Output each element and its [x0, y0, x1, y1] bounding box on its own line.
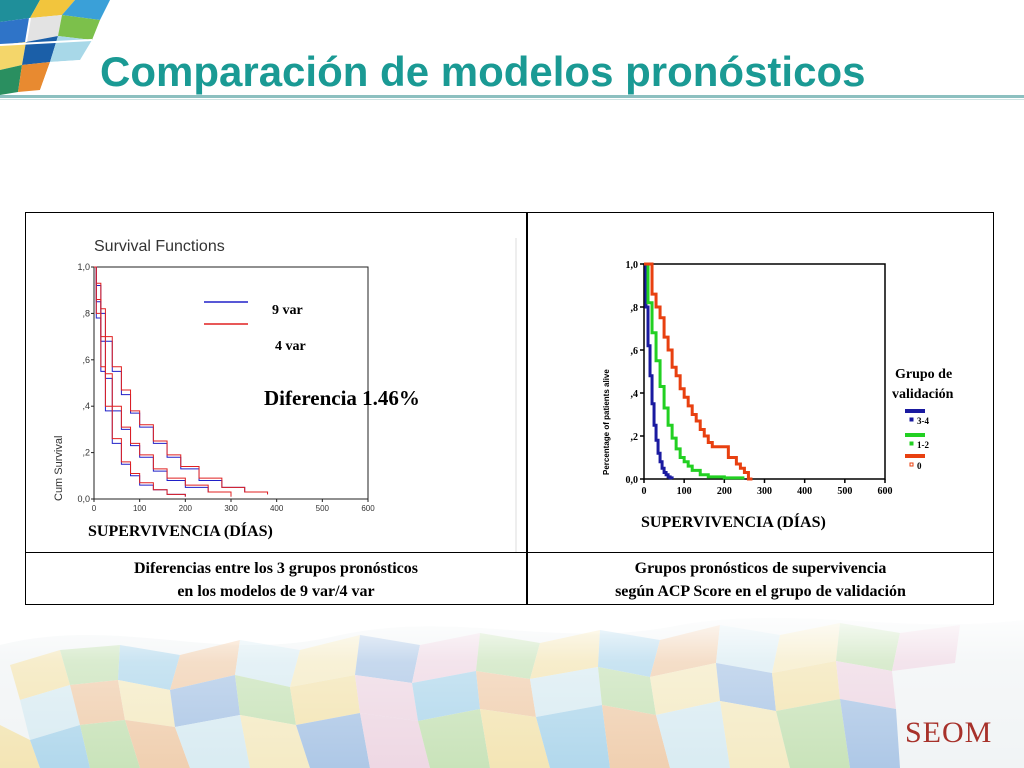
right-caption-line2: según ACP Score en el grupo de validació… — [615, 583, 906, 600]
legend-title-line1: Grupo de — [895, 367, 952, 382]
right-x-tick-label: 400 — [797, 486, 812, 497]
right-x-axis-label: SUPERVIVENCIA (DÍAS) — [641, 512, 826, 531]
legend-label-0: 0 — [917, 461, 922, 471]
left-x-tick-label: 300 — [224, 504, 238, 513]
left-chart-title: Survival Functions — [94, 238, 225, 255]
legend-label-3-4: 3-4 — [917, 416, 929, 426]
left-y-axis-label: Cum Survival — [53, 436, 65, 501]
right-caption: Grupos pronósticos de supervivencia segú… — [528, 557, 993, 603]
left-x-axis-label: SUPERVIVENCIA (DÍAS) — [88, 521, 273, 540]
left-x-tick-label: 200 — [179, 504, 193, 513]
left-x-tick-label: 100 — [133, 504, 147, 513]
left-series-line-4-var-C — [94, 266, 186, 497]
left-series-line-4-var-A — [94, 266, 269, 495]
right-chart-background — [528, 213, 993, 552]
right-y-tick-label: ,4 — [631, 389, 639, 400]
right-x-tick-label: 600 — [878, 486, 893, 497]
left-y-tick-label: ,8 — [82, 308, 90, 318]
mosaic-footer-decoration — [0, 605, 1024, 768]
left-y-tick-label: 0,0 — [77, 494, 90, 504]
legend-label-1-2: 1-2 — [917, 440, 929, 450]
right-series-line-1-2 — [644, 262, 745, 480]
legend-marker-0 — [909, 462, 914, 467]
legend-marker-3-4 — [909, 417, 914, 422]
table-column-divider — [526, 212, 528, 605]
trencadis-logo — [0, 0, 110, 95]
left-x-tick-label: 600 — [361, 504, 375, 513]
legend-label-4var: 4 var — [275, 339, 306, 354]
right-y-tick-label: ,2 — [631, 432, 639, 443]
right-y-tick-label: 0,0 — [626, 475, 639, 486]
right-x-tick-label: 300 — [757, 486, 772, 497]
right-y-tick-label: ,8 — [631, 303, 639, 314]
right-series-line-3-4 — [644, 262, 674, 480]
left-x-tick-label: 500 — [316, 504, 330, 513]
left-caption-line1: Diferencias entre los 3 grupos pronóstic… — [134, 560, 418, 577]
legend-marker-1-2 — [909, 441, 914, 446]
left-x-tick-label: 400 — [270, 504, 284, 513]
right-y-tick-label: 1,0 — [626, 260, 639, 271]
left-chart-background — [26, 213, 524, 552]
right-y-axis-label: Percentage of patients alive — [602, 369, 611, 475]
left-caption: Diferencias entre los 3 grupos pronóstic… — [26, 557, 526, 603]
title-rule — [0, 95, 1024, 98]
right-x-tick-label: 0 — [642, 486, 647, 497]
table-row-divider — [25, 552, 994, 553]
legend-title-line2: validación — [892, 387, 954, 402]
left-x-tick-label: 0 — [92, 504, 97, 513]
right-y-tick-label: ,6 — [631, 346, 639, 357]
right-caption-line1: Grupos pronósticos de supervivencia — [634, 560, 887, 577]
right-x-tick-label: 200 — [717, 486, 732, 497]
right-survival-chart: 0,0 ,2 ,4 ,6 ,8 1,0 0 100 200 300 400 500 600 Percen… — [528, 213, 993, 552]
left-survival-chart: Survival Functions 0,0 ,2 ,4 ,6 ,8 1,0 0 100 200… — [26, 213, 524, 552]
comparison-table — [25, 212, 994, 605]
page-title: Comparación de modelos pronósticos — [100, 48, 866, 95]
difference-annotation: Diferencia 1.46% — [264, 386, 420, 410]
right-x-tick-label: 500 — [837, 486, 852, 497]
seom-logo-text: SEOM — [905, 716, 993, 749]
legend-label-9var: 9 var — [272, 303, 303, 318]
right-x-tick-label: 100 — [677, 486, 692, 497]
left-y-tick-label: ,2 — [82, 448, 90, 458]
right-series-line-0 — [644, 262, 753, 481]
left-y-tick-label: 1,0 — [77, 262, 90, 272]
left-y-tick-label: ,4 — [82, 401, 90, 411]
title-rule-thin — [0, 99, 1024, 100]
left-caption-line2: en los modelos de 9 var/4 var — [177, 583, 375, 600]
left-y-tick-label: ,6 — [82, 355, 90, 365]
